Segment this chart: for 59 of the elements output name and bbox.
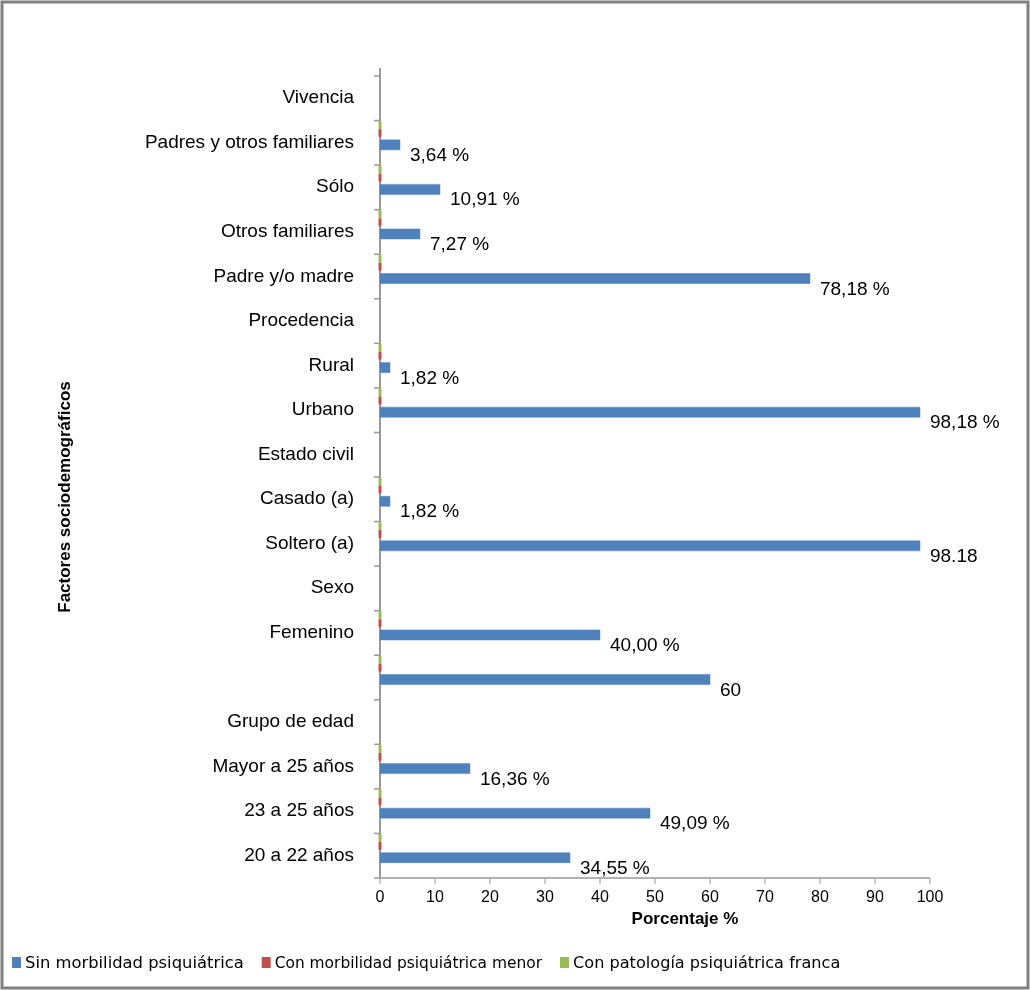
y-tick-label: Urbano <box>291 398 354 420</box>
x-tick-label: 40 <box>591 888 609 905</box>
y-tick-label: Grupo de edad <box>227 710 354 732</box>
x-tick-label: 80 <box>811 888 829 905</box>
data-label: 1,82 % <box>400 500 460 522</box>
y-tick-label: 20 a 22 años <box>244 843 354 865</box>
y-tick-label: Femenino <box>269 620 354 642</box>
x-tick-label: 90 <box>866 888 884 905</box>
y-tick-label: Sólo <box>315 175 354 197</box>
y-tick-label: Casado (a) <box>260 487 354 509</box>
x-tick-label: 50 <box>646 888 664 905</box>
y-axis-title: Factores sociodemográficos <box>55 381 74 613</box>
legend-label: Sin morbilidad psiquiátrica <box>25 952 244 972</box>
y-tick-label: Otros familiares <box>220 219 354 241</box>
data-label: 10,91 % <box>450 188 520 210</box>
y-tick-label: Procedencia <box>248 309 355 331</box>
data-label: 34,55 % <box>580 856 650 878</box>
x-tick-label: 100 <box>916 888 944 905</box>
bar <box>379 540 921 552</box>
y-tick-label: Rural <box>308 353 354 375</box>
x-tick-label: 20 <box>481 888 499 905</box>
bar <box>379 807 651 819</box>
bar <box>379 629 601 641</box>
bar <box>379 763 471 774</box>
x-axis-title: Porcentaje % <box>631 909 739 928</box>
legend-label: Con patología psiquiátrica franca <box>573 952 841 972</box>
y-tick-label: Padres y otros familiares <box>144 130 354 152</box>
data-label: 1,82 % <box>400 366 460 388</box>
y-tick-label: Mayor a 25 años <box>212 754 354 776</box>
bar <box>379 674 711 685</box>
y-tick-label: Vivencia <box>282 86 355 108</box>
data-label: 3,64 % <box>410 143 470 165</box>
y-tick-label: Sexo <box>310 576 354 598</box>
data-label: 98,18 % <box>929 411 1000 433</box>
x-tick-label: 10 <box>426 888 444 905</box>
x-tick-label: 70 <box>756 888 774 905</box>
data-label: 49,09 % <box>659 812 730 834</box>
data-label: 60 <box>720 678 742 700</box>
bar <box>379 184 441 195</box>
y-tick-label: Soltero (a) <box>265 531 354 553</box>
data-label: 78,18 % <box>819 277 890 299</box>
bar <box>379 406 921 418</box>
data-label: 98.18 <box>929 544 978 566</box>
bar <box>379 496 391 507</box>
y-tick-label: Padre y/o madre <box>213 264 354 286</box>
bar <box>379 852 571 863</box>
bar <box>379 228 421 240</box>
bar <box>379 362 391 373</box>
x-tick-label: 60 <box>701 888 719 905</box>
bar <box>379 273 811 284</box>
bar <box>379 139 401 151</box>
y-tick-label: 23 a 25 años <box>244 799 354 821</box>
y-tick-label: Estado civil <box>257 442 354 464</box>
data-label: 16,36 % <box>479 767 550 789</box>
x-tick-label: 0 <box>375 888 385 905</box>
x-tick-label: 30 <box>536 888 554 905</box>
data-label: 7,27 % <box>429 232 490 254</box>
legend-label: Con morbilidad psiquiátrica menor <box>274 952 552 972</box>
data-label: 40,00 % <box>610 633 680 655</box>
